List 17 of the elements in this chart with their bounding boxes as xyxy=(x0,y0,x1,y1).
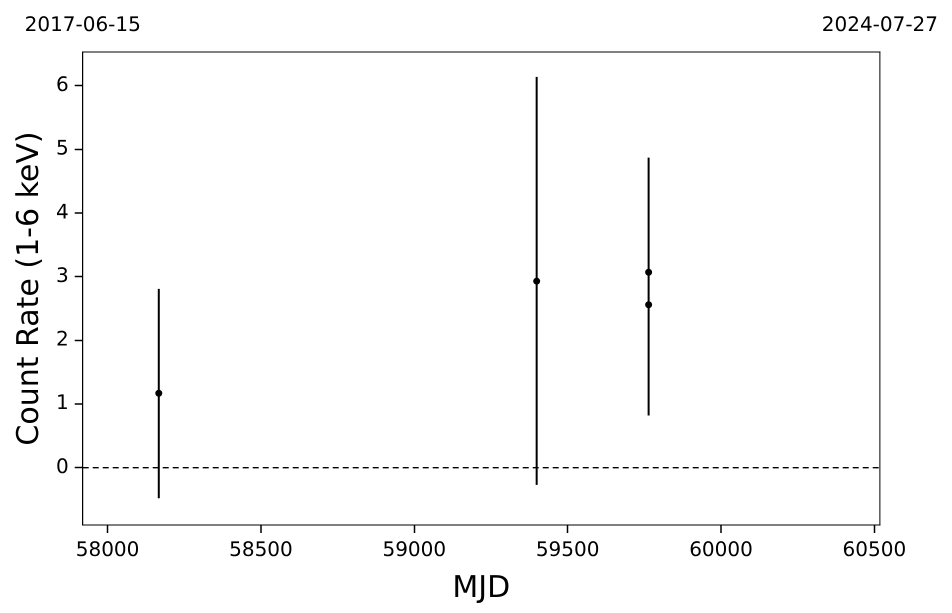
x-tick-label: 59500 xyxy=(536,537,600,562)
y-axis-title: Count Rate (1-6 keV) xyxy=(10,131,46,446)
y-tick-label: 6 xyxy=(56,72,69,96)
x2-tick-label: 2024-07-27 xyxy=(822,12,938,36)
x-tick-label: 60500 xyxy=(842,537,906,562)
x-tick-label: 58000 xyxy=(76,537,140,562)
x-axis-title: MJD xyxy=(452,570,510,605)
y-tick-label: 4 xyxy=(56,199,69,224)
y-tick-label: 3 xyxy=(56,262,69,287)
y-tick-label: 5 xyxy=(56,136,69,160)
x-tick-label: 59000 xyxy=(382,537,446,562)
x2-tick-label: 2017-06-15 xyxy=(24,12,141,36)
y-tick-label: 1 xyxy=(56,390,69,414)
y-tick-label: 0 xyxy=(56,454,69,478)
y-tick-label: 2 xyxy=(56,326,69,351)
x-tick-label: 60000 xyxy=(689,537,753,562)
x-tick-label: 58500 xyxy=(229,537,293,562)
